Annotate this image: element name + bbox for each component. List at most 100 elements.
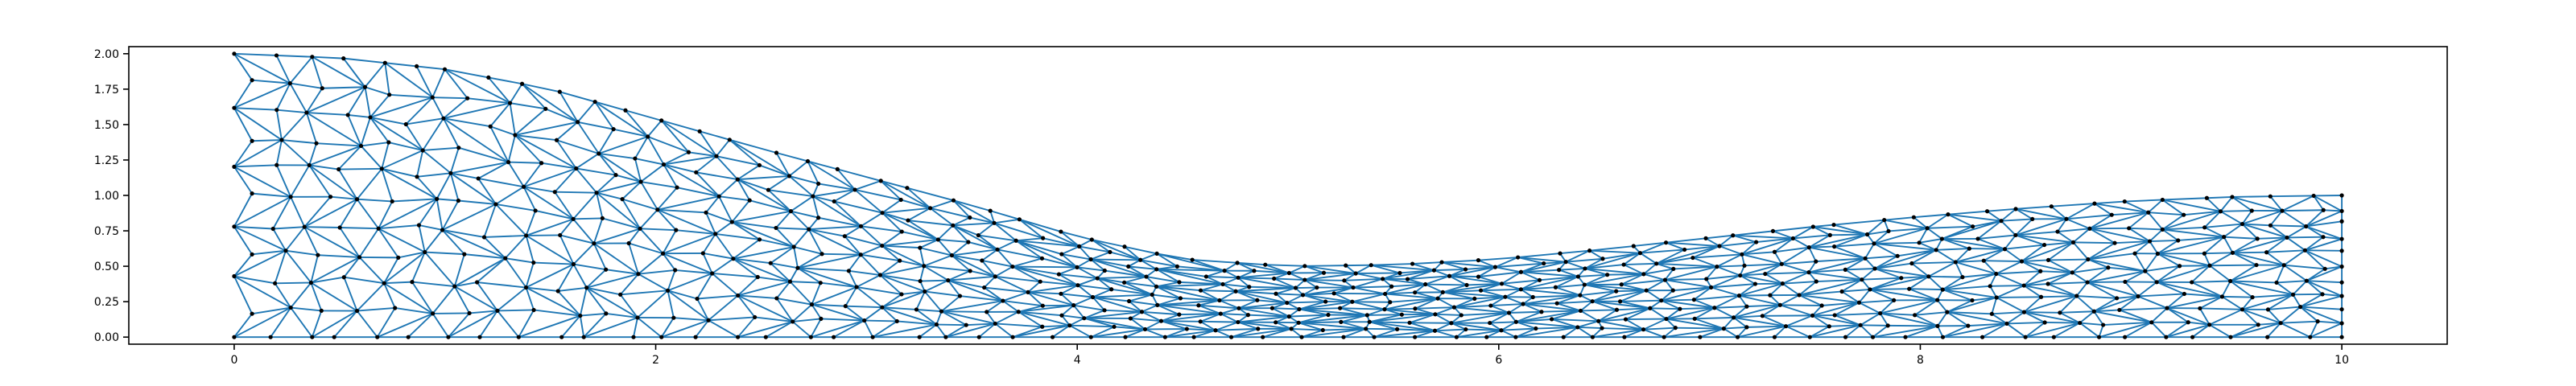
mesh-node <box>1293 285 1298 290</box>
mesh-node <box>1843 335 1848 339</box>
mesh-node <box>786 174 792 179</box>
mesh-edge <box>1869 289 1938 302</box>
mesh-node <box>519 81 525 86</box>
mesh-edge <box>364 62 386 88</box>
mesh-node <box>638 226 642 231</box>
mesh-edge <box>1501 282 1521 290</box>
mesh-edge <box>834 200 883 214</box>
mesh-edge <box>594 101 626 112</box>
mesh-edge <box>1640 248 1685 254</box>
mesh-node <box>533 208 538 213</box>
mesh-edge <box>272 228 287 252</box>
mesh-edge <box>1248 314 1290 318</box>
mesh-edge <box>1489 312 1509 324</box>
mesh-edge <box>1340 321 1366 330</box>
mesh-edge <box>1090 258 1129 268</box>
mesh-node <box>731 257 736 261</box>
mesh-edge <box>233 107 283 141</box>
mesh-edge <box>2145 270 2157 283</box>
mesh-node <box>1026 290 1030 294</box>
mesh-node <box>2165 306 2169 310</box>
mesh-node <box>1476 258 1481 263</box>
mesh-node <box>1806 270 1811 275</box>
mesh-node <box>1252 269 1257 273</box>
mesh-edge <box>1740 273 1765 277</box>
mesh-edge <box>454 257 506 287</box>
mesh-edge <box>836 168 856 191</box>
mesh-edge <box>1822 302 1860 306</box>
mesh-edge <box>2156 281 2223 298</box>
mesh-edge <box>952 254 983 261</box>
mesh-edge <box>1238 302 1287 310</box>
mesh-node <box>819 316 824 321</box>
mesh-edge <box>1765 271 1810 275</box>
mesh-edge <box>1661 286 1711 302</box>
mesh-node <box>2070 270 2074 275</box>
mesh-node <box>1554 301 1559 306</box>
mesh-edge <box>309 164 339 170</box>
mesh-edge <box>382 167 418 178</box>
mesh-edge <box>443 117 460 149</box>
mesh-node <box>1744 304 1749 309</box>
mesh-node <box>2304 278 2310 283</box>
mesh-node <box>1763 271 1768 277</box>
mesh-node <box>328 195 333 199</box>
y-axis-ticks: 0.000.250.500.751.001.251.501.752.00 <box>94 48 129 344</box>
mesh-edge <box>1220 313 1239 323</box>
mesh-edge <box>625 109 662 121</box>
mesh-edge <box>1992 311 2025 315</box>
mesh-node <box>1464 282 1469 288</box>
mesh-edge <box>1812 226 1831 236</box>
mesh-edge <box>881 290 926 309</box>
mesh-edge <box>1955 261 1997 275</box>
mesh-edge <box>881 211 902 232</box>
mesh-edge <box>489 125 516 136</box>
mesh-edge <box>310 254 319 283</box>
mesh-edge <box>1808 269 1846 273</box>
mesh-node <box>716 194 721 199</box>
mesh-node <box>2290 292 2296 297</box>
mesh-node <box>1478 288 1484 293</box>
mesh-edge <box>385 62 417 68</box>
mesh-edge <box>1643 328 1665 339</box>
mesh-node <box>310 335 315 339</box>
mesh-edge <box>1773 230 1794 240</box>
mesh-edge <box>415 65 434 98</box>
mesh-node <box>1975 236 1980 241</box>
mesh-edge <box>586 286 621 296</box>
mesh-node <box>410 280 415 285</box>
mesh-edge <box>1699 327 1724 339</box>
mesh-edge <box>1414 330 1435 339</box>
mesh-edge <box>1298 314 1329 324</box>
mesh-node <box>659 335 664 339</box>
mesh-edge <box>1449 275 1502 285</box>
mesh-edge <box>275 164 292 198</box>
mesh-node <box>2164 335 2169 339</box>
mesh-node <box>250 311 254 316</box>
mesh-edge <box>1692 253 1742 259</box>
mesh-node <box>1981 258 1986 263</box>
mesh-node <box>1909 261 1914 266</box>
mesh-edge <box>2151 307 2168 323</box>
mesh-edge <box>1301 327 1366 339</box>
mesh-node <box>2339 236 2344 241</box>
mesh-node <box>302 224 307 229</box>
mesh-edge <box>1042 324 1070 328</box>
mesh-edge <box>919 247 952 257</box>
mesh-edge <box>376 307 396 338</box>
mesh-node <box>1217 298 1222 303</box>
mesh-edge <box>1756 237 1794 244</box>
mesh-edge <box>306 86 365 113</box>
mesh-edge <box>881 211 939 240</box>
mesh-node <box>898 197 903 203</box>
mesh-edge <box>860 225 883 247</box>
mesh-node <box>1016 310 1021 314</box>
mesh-edge <box>1090 258 1105 272</box>
mesh-edge <box>737 175 790 181</box>
mesh-edge <box>844 236 861 256</box>
mesh-edge <box>1222 283 1236 293</box>
mesh-node <box>592 99 597 105</box>
mesh-edge <box>1092 294 1153 298</box>
mesh-edge <box>477 178 497 205</box>
mesh-node <box>467 310 472 316</box>
